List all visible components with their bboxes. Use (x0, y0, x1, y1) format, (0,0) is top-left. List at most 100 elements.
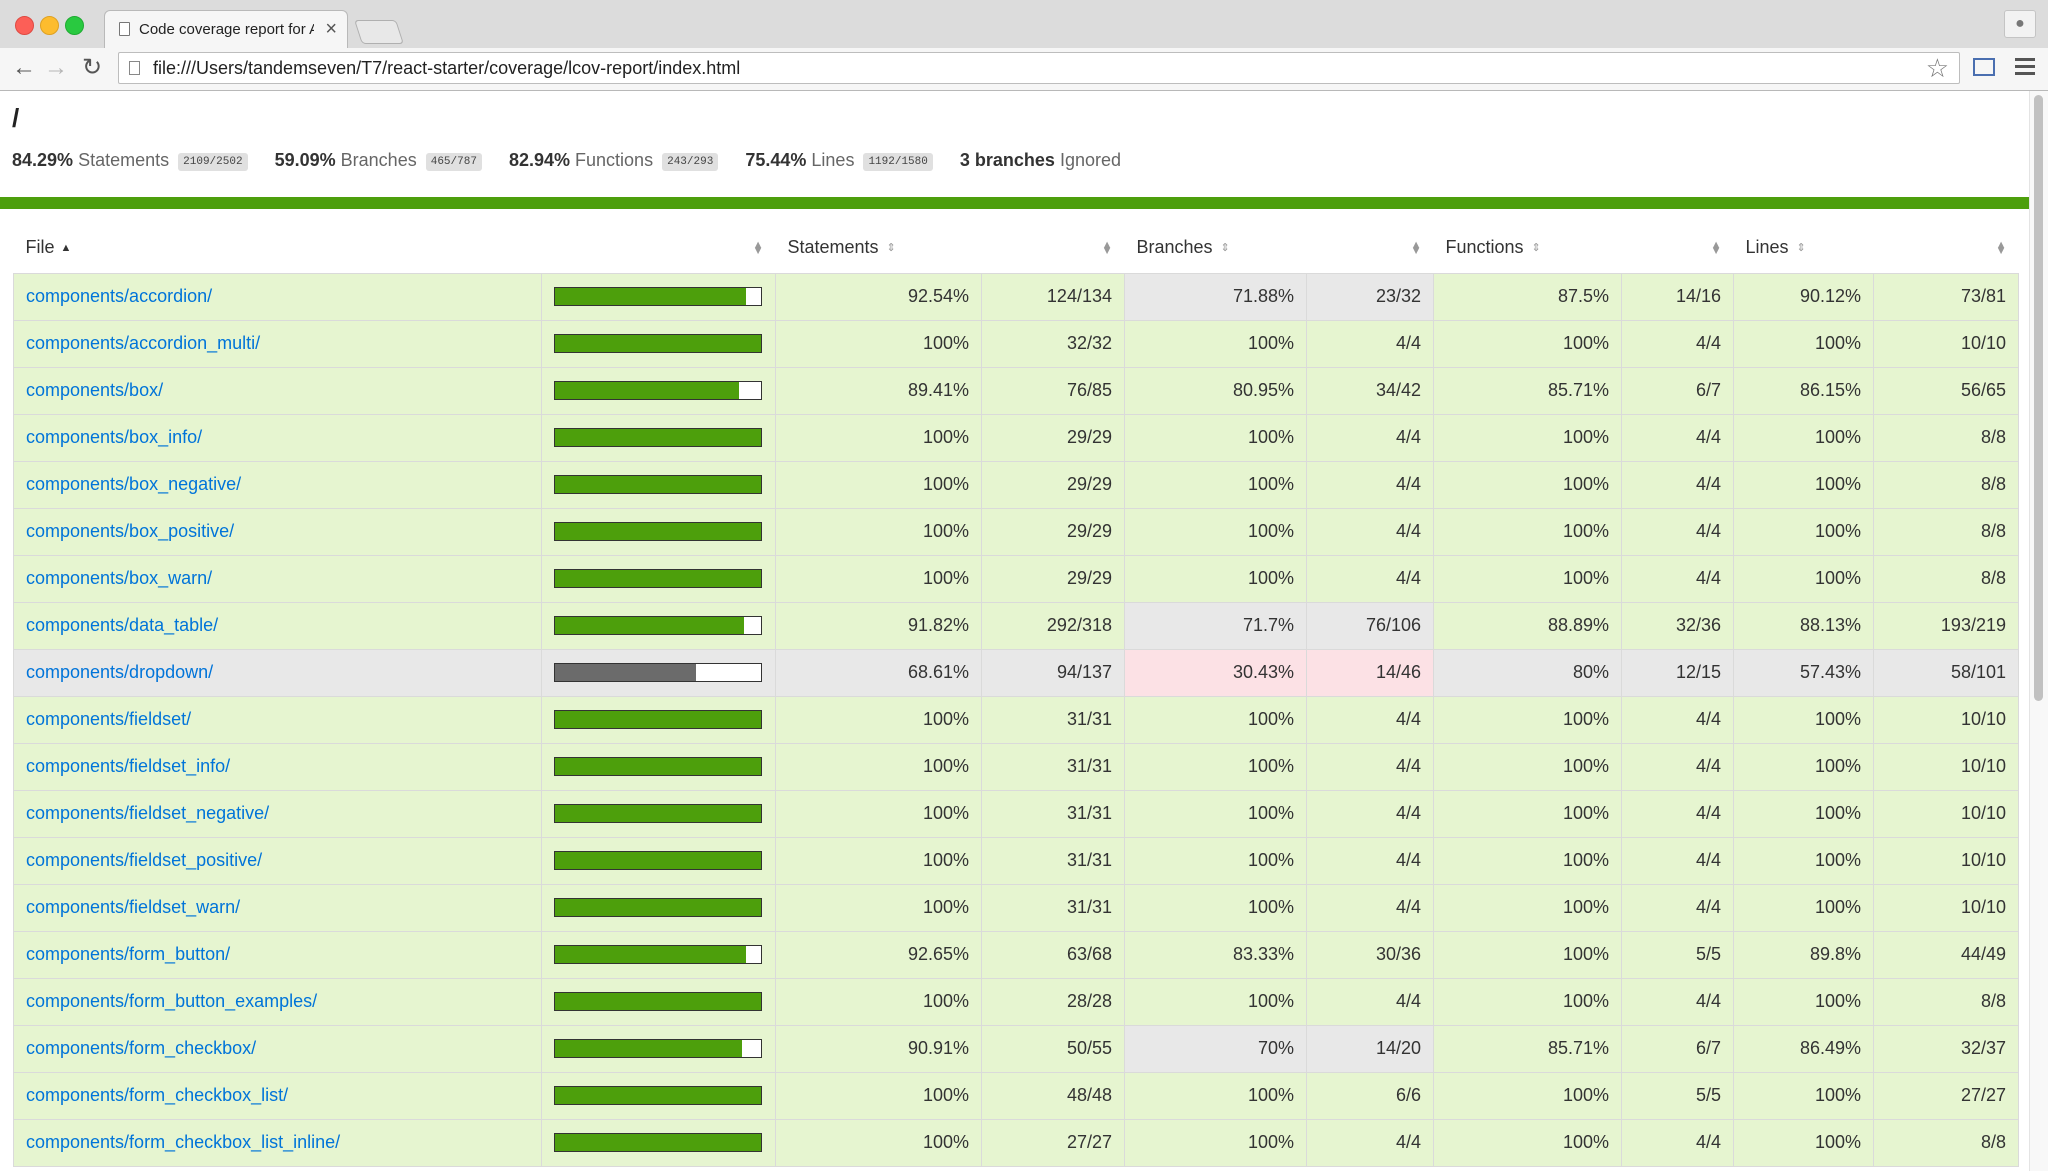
summary-functions-pct: 82.94% (508, 150, 571, 170)
sort-icon[interactable]: ▲ ▼ (1995, 239, 2007, 257)
file-link[interactable]: components/box_warn/ (26, 568, 213, 588)
sort-icon[interactable]: ▲ ▼ (1710, 239, 1722, 257)
functions-frac: 4/4 (1621, 507, 1734, 556)
file-link[interactable]: components/accordion/ (26, 286, 213, 306)
file-link[interactable]: components/box_info/ (26, 427, 203, 447)
summary-functions-label: Functions (575, 150, 654, 170)
coverage-bar (554, 663, 762, 682)
lines-frac: 8/8 (1873, 460, 2019, 509)
file-link[interactable]: components/form_button_examples/ (26, 991, 318, 1011)
file-link[interactable]: components/fieldset_warn/ (26, 897, 241, 917)
file-link[interactable]: components/fieldset_info/ (26, 756, 231, 776)
minimize-window-button[interactable] (40, 16, 59, 35)
statements-pct: 100% (775, 507, 982, 556)
cast-icon[interactable] (1973, 58, 1995, 76)
scrollbar-thumb[interactable] (2034, 95, 2043, 701)
menu-icon[interactable] (2015, 58, 2035, 79)
file-link[interactable]: components/fieldset_positive/ (26, 850, 263, 870)
functions-pct: 100% (1433, 1071, 1622, 1120)
lines-pct: 100% (1733, 319, 1874, 368)
file-link[interactable]: components/fieldset/ (26, 709, 192, 729)
file-link[interactable]: components/fieldset_negative/ (26, 803, 270, 823)
coverage-bar-fill (555, 852, 761, 869)
file-link[interactable]: components/box_negative/ (26, 474, 242, 494)
sort-icon[interactable]: ⇕ (886, 242, 896, 255)
close-window-button[interactable] (15, 16, 34, 35)
coverage-bar-cell (541, 319, 776, 368)
browser-toolbar: ← → ↻ file:///Users/tandemseven/T7/react… (0, 48, 2048, 90)
sort-icon[interactable]: ⇕ (1531, 242, 1541, 255)
reload-icon[interactable]: ↻ (82, 54, 103, 81)
header-functions[interactable]: Functions ⇕ (1434, 223, 1622, 273)
header-statements[interactable]: Statements ⇕ (776, 223, 982, 273)
summary-ignored-count: 3 branches (959, 150, 1055, 170)
file-link[interactable]: components/box_positive/ (26, 521, 235, 541)
new-tab-button[interactable] (354, 20, 404, 44)
coverage-bar-fill (555, 570, 761, 587)
file-link[interactable]: components/form_checkbox_list_inline/ (26, 1132, 341, 1152)
header-lines[interactable]: Lines ⇕ (1734, 223, 1874, 273)
address-bar[interactable]: file:///Users/tandemseven/T7/react-start… (118, 52, 1960, 84)
file-link[interactable]: components/form_checkbox_list/ (26, 1085, 289, 1105)
functions-pct: 100% (1433, 977, 1622, 1026)
file-link[interactable]: components/box/ (26, 380, 164, 400)
branches-pct: 100% (1124, 460, 1307, 509)
coverage-bar-cell (541, 507, 776, 556)
coverage-bar-fill (555, 382, 740, 399)
functions-pct: 85.71% (1433, 366, 1622, 415)
file-link[interactable]: components/dropdown/ (26, 662, 214, 682)
functions-pct: 100% (1433, 554, 1622, 603)
header-functions-frac[interactable]: ▲ ▼ (1622, 223, 1734, 273)
statements-frac: 31/31 (981, 789, 1125, 838)
header-file-bar[interactable]: ▲ ▼ (542, 223, 776, 273)
functions-frac: 5/5 (1621, 1071, 1734, 1120)
bookmark-star-icon[interactable]: ☆ (1925, 53, 1949, 83)
sort-ascending-icon[interactable]: ▲ (60, 242, 72, 255)
statements-pct: 100% (775, 319, 982, 368)
sort-icon[interactable]: ⇕ (1796, 242, 1806, 255)
sort-icon[interactable]: ⇕ (1220, 242, 1230, 255)
file-link[interactable]: components/form_button/ (26, 944, 231, 964)
sort-icon[interactable]: ▲ ▼ (1410, 239, 1422, 257)
vertical-scrollbar[interactable] (2029, 91, 2048, 1171)
functions-pct: 100% (1433, 836, 1622, 885)
back-arrow-icon[interactable]: ← (12, 54, 36, 81)
statements-frac: 94/137 (981, 648, 1125, 697)
file-link[interactable]: components/data_table/ (26, 615, 219, 635)
forward-arrow-icon[interactable]: → (44, 54, 68, 81)
lines-frac: 10/10 (1873, 319, 2019, 368)
lines-frac: 44/49 (1873, 930, 2019, 979)
file-link[interactable]: components/form_checkbox/ (26, 1038, 257, 1058)
file-link[interactable]: components/accordion_multi/ (26, 333, 261, 353)
table-header-row: File ▲ ▲ ▼ Statements ⇕ ▲ ▼ Branches ⇕ ▲ ▼ Fun… (14, 223, 2019, 273)
coverage-bar-cell (541, 460, 776, 509)
file-cell: components/form_checkbox_list_inline/ (13, 1118, 542, 1167)
header-statements-frac[interactable]: ▲ ▼ (982, 223, 1125, 273)
header-branches[interactable]: Branches ⇕ (1125, 223, 1307, 273)
address-url[interactable]: file:///Users/tandemseven/T7/react-start… (153, 58, 741, 78)
table-row: components/box/89.41% 76/85 80.95% 34/42 85.… (13, 366, 2019, 415)
coverage-bar (554, 475, 762, 494)
tab-close-icon[interactable]: × (325, 18, 337, 40)
coverage-bar-fill (555, 476, 761, 493)
profile-icon[interactable]: ● (2004, 10, 2036, 38)
branches-frac: 4/4 (1306, 789, 1434, 838)
header-branches-frac[interactable]: ▲ ▼ (1307, 223, 1434, 273)
branches-pct: 30.43% (1124, 648, 1307, 697)
browser-tab[interactable]: Code coverage report for All files × (104, 10, 348, 48)
coverage-bar-cell (541, 413, 776, 462)
lines-pct: 100% (1733, 836, 1874, 885)
zoom-window-button[interactable] (65, 16, 84, 35)
coverage-bar-cell (541, 1071, 776, 1120)
branches-pct: 71.88% (1124, 272, 1307, 321)
sort-icon[interactable]: ▲ ▼ (1101, 239, 1113, 257)
statements-pct: 92.65% (775, 930, 982, 979)
header-lines-frac[interactable]: ▲ ▼ (1874, 223, 2019, 273)
lines-pct: 88.13% (1733, 601, 1874, 650)
sort-icon[interactable]: ▲ ▼ (752, 239, 764, 257)
summary-lines: 75.44% Lines 1192/1580 (745, 150, 933, 171)
summary-branches-label: Branches (340, 150, 417, 170)
functions-frac: 14/16 (1621, 272, 1734, 321)
coverage-bar-fill (555, 288, 746, 305)
header-file[interactable]: File ▲ (14, 223, 542, 273)
